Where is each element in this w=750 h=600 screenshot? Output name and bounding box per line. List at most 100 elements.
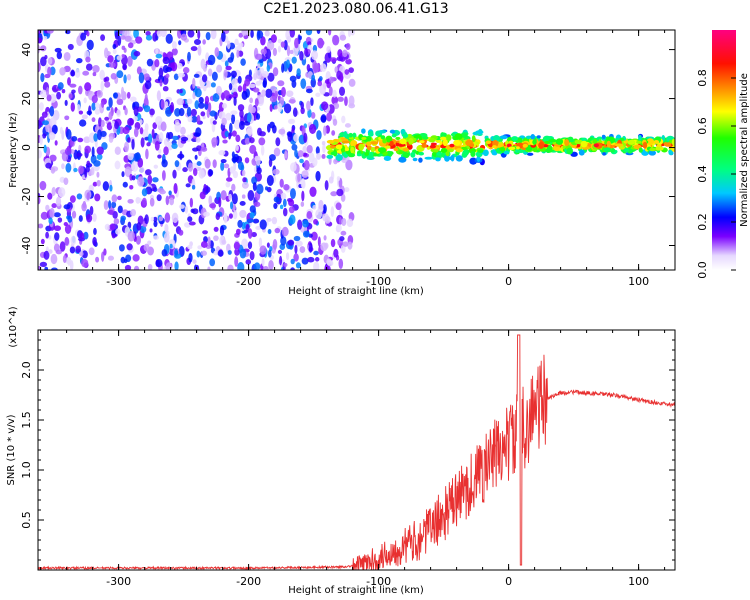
spectrogram-cell bbox=[492, 145, 497, 149]
spectrogram-cell bbox=[78, 215, 83, 222]
spectrogram-cell bbox=[253, 201, 261, 207]
spectrogram-cell bbox=[162, 52, 167, 58]
spectrogram-cell bbox=[346, 218, 354, 228]
spectrogram-cell bbox=[377, 130, 387, 134]
spectrogram-cell bbox=[195, 136, 201, 143]
spectrogram-cell bbox=[75, 245, 82, 254]
spectrogram-cell bbox=[97, 129, 102, 141]
spectrogram-cell bbox=[237, 75, 242, 84]
spectrogram-cell bbox=[440, 148, 448, 153]
spectrogram-cell bbox=[174, 248, 178, 257]
spectrogram-cell bbox=[237, 262, 245, 270]
spectrogram-cell bbox=[55, 196, 62, 207]
spectrogram-cell bbox=[255, 69, 262, 80]
spectrogram-cell bbox=[94, 108, 101, 115]
spectrogram-cell bbox=[361, 136, 367, 140]
spectrogram-cell bbox=[277, 103, 283, 113]
spectrogram-cell bbox=[239, 120, 245, 130]
spectrogram-cell bbox=[71, 135, 78, 142]
spectrogram-cell bbox=[256, 30, 261, 41]
spectrogram-cell bbox=[284, 150, 288, 159]
spectrogram-cell bbox=[302, 145, 308, 153]
spectrogram-cell bbox=[301, 190, 305, 202]
spectrogram-cell bbox=[103, 77, 107, 83]
spectrogram-cell bbox=[130, 208, 137, 217]
colorbar-gradient bbox=[712, 30, 736, 270]
spectrogram-cell bbox=[307, 41, 312, 46]
spectrogram-cell bbox=[117, 205, 123, 214]
spectrogram-cell bbox=[54, 232, 60, 241]
spectrogram-cell bbox=[329, 57, 338, 63]
spectrogram-cell bbox=[208, 169, 214, 177]
spectrogram-cell bbox=[124, 264, 132, 270]
spectrogram-cell bbox=[290, 162, 297, 172]
spectrogram-cell bbox=[288, 119, 295, 124]
spectrogram-cell bbox=[83, 231, 89, 240]
spectrogram-cell bbox=[91, 102, 96, 111]
spectrogram-cell bbox=[212, 93, 220, 102]
spectrogram-cell bbox=[454, 133, 463, 140]
spectrogram-cell bbox=[64, 99, 68, 106]
spectrogram-cell bbox=[84, 145, 92, 154]
spectrogram-cell bbox=[265, 186, 269, 191]
spectrogram-cell bbox=[255, 225, 262, 231]
spectrogram-cell bbox=[338, 216, 342, 225]
spectrogram-cell bbox=[471, 135, 476, 143]
spectrogram-cell bbox=[127, 199, 134, 204]
spectrogram-cell bbox=[580, 140, 588, 148]
spectrogram-cell bbox=[171, 47, 178, 56]
spectrogram-cell bbox=[211, 137, 218, 147]
spectrogram-cell bbox=[90, 167, 95, 176]
spectrogram-cell bbox=[297, 150, 304, 158]
spectrogram-cell bbox=[154, 140, 160, 151]
spectrogram-cell bbox=[207, 236, 211, 248]
spectrogram-cell bbox=[201, 74, 208, 83]
spectrogram-cell bbox=[124, 166, 132, 178]
x-tick-label: -300 bbox=[106, 575, 131, 588]
spectrogram-cell bbox=[171, 41, 177, 50]
spectrogram-cell bbox=[477, 149, 485, 153]
spectrogram-cell bbox=[190, 115, 198, 123]
spectrogram-cell bbox=[101, 251, 105, 262]
spectrogram-cell bbox=[492, 150, 498, 156]
spectrogram-cell bbox=[301, 257, 309, 265]
spectrogram-cell bbox=[277, 80, 285, 87]
spectrogram-cell bbox=[281, 226, 289, 237]
spectrogram-cell bbox=[517, 149, 525, 153]
spectrogram-cell bbox=[202, 230, 208, 235]
spectrogram-cell bbox=[92, 213, 97, 222]
spectrogram-cell bbox=[161, 170, 166, 181]
spectrogram-cell bbox=[86, 110, 93, 116]
spectrogram-cell bbox=[161, 159, 168, 168]
spectrogram-cell bbox=[269, 154, 276, 161]
spectrogram-cell bbox=[239, 209, 247, 219]
spectrogram-cell bbox=[97, 90, 101, 95]
spectrogram-cell bbox=[334, 66, 339, 74]
spectrogram-cell bbox=[442, 139, 448, 147]
spectrogram-cell bbox=[266, 174, 274, 186]
spectrogram-cell bbox=[70, 235, 77, 246]
spectrogram-cell bbox=[83, 136, 91, 144]
spectrogram-cell bbox=[93, 160, 101, 167]
spectrogram-cell bbox=[48, 249, 53, 254]
spectrogram-cell bbox=[232, 170, 239, 179]
spectrogram-cell bbox=[253, 262, 261, 270]
spectrogram-cell bbox=[339, 34, 347, 41]
spectrogram-cell bbox=[143, 105, 151, 113]
spectrogram-cell bbox=[213, 226, 219, 232]
spectrogram-cell bbox=[329, 76, 334, 84]
spectrogram-cell bbox=[223, 163, 230, 169]
spectrogram-cell bbox=[228, 132, 232, 140]
spectrogram-cell bbox=[209, 203, 217, 209]
spectrogram-cell bbox=[208, 195, 213, 206]
spectrogram-cell bbox=[200, 146, 208, 152]
spectrogram-cell bbox=[223, 69, 228, 78]
spectrogram-cell bbox=[160, 121, 167, 132]
spectrogram-cell bbox=[306, 144, 313, 154]
spectrogram-cell bbox=[326, 139, 335, 144]
spectrogram-cell bbox=[47, 192, 53, 200]
spectrogram-cell bbox=[239, 248, 247, 259]
spectrogram-cell bbox=[124, 107, 128, 116]
spectrogram-cell bbox=[59, 67, 66, 76]
spectrogram-cell bbox=[424, 156, 433, 160]
